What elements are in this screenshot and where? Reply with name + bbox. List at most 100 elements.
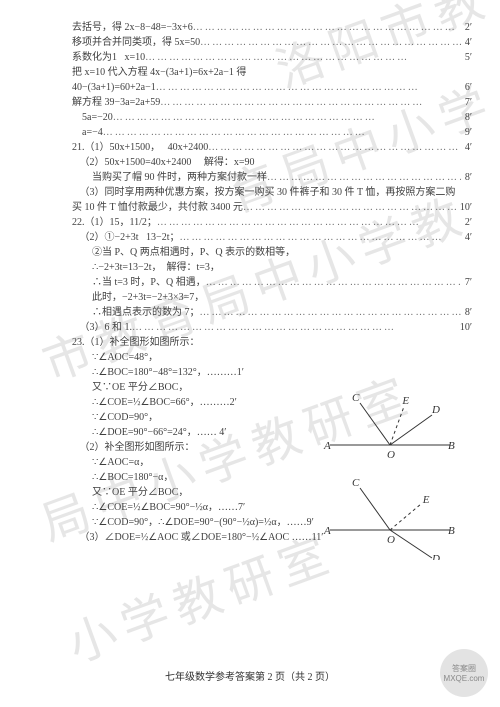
- leader-dots: …………………………………………………………: [113, 110, 461, 125]
- line-text: （2）50x+1500=40x+2400 解得：x=90: [72, 155, 255, 170]
- svg-text:E: E: [401, 395, 409, 407]
- line-text: 22.（1）15，11/2；: [72, 215, 157, 230]
- svg-text:D: D: [431, 553, 440, 560]
- points-mark: 9′: [461, 125, 472, 140]
- solution-line: 当购买了帽 90 件时，两种方案付款一样………………………………………………………: [72, 170, 472, 185]
- line-text: （2）补全图形如图所示：: [72, 440, 195, 455]
- svg-text:A: A: [323, 440, 331, 452]
- line-text: 系数化为1 x=10: [72, 50, 145, 65]
- solution-line: 40−(3a+1)=60+2a−1…………………………………………………………6…: [72, 80, 472, 95]
- solution-line: （3）6 和 1.…………………………………………………………10′: [72, 320, 472, 335]
- points-mark: 6′: [461, 80, 472, 95]
- solution-line: ∴−2+3t=13−2t， 解得：t=3，: [72, 260, 472, 275]
- leader-dots: …………………………………………………………: [208, 140, 461, 155]
- line-text: ∴∠COE=½∠BOC=90°−½α，……7′: [72, 500, 245, 515]
- solution-line: a=−4…………………………………………………………9′: [72, 125, 472, 140]
- solution-line: （3）同时享用两种优惠方案，按方案一购买 30 件裤子和 30 件 T 恤，再按…: [72, 185, 472, 200]
- line-text: 当购买了帽 90 件时，两种方案付款一样: [72, 170, 267, 185]
- angle-figure: A B O C D E: [320, 385, 460, 478]
- solution-line: 去括号，得 2x−8−48=−3x+6…………………………………………………………: [72, 20, 472, 35]
- points-mark: 7′: [461, 95, 472, 110]
- leader-dots: …………………………………………………………: [132, 320, 456, 335]
- svg-text:O: O: [387, 534, 395, 546]
- svg-text:C: C: [352, 392, 360, 404]
- line-text: ∴当 t=3 时，P、Q 相遇，: [72, 275, 206, 290]
- points-mark: 7′: [461, 275, 472, 290]
- line-text: ∴∠DOE=90°−66°=24°，…… 4′: [72, 425, 226, 440]
- line-text: ∵∠AOC=α，: [72, 455, 149, 470]
- line-text: ∵∠COD=90°，∴∠DOE=90°−(90°−½α)=½α，……9′: [72, 515, 314, 530]
- line-text: （3）∠DOE=½∠AOC 或∠DOE=180°−½∠AOC ……11′: [72, 530, 324, 545]
- line-text: （3）同时享用两种优惠方案，按方案一购买 30 件裤子和 30 件 T 恤，再按…: [72, 185, 455, 200]
- solution-line: 买 10 件 T 恤付款最少，共付款 3400 元…………………………………………: [72, 200, 472, 215]
- points-mark: 10′: [456, 320, 472, 335]
- line-text: 40−(3a+1)=60+2a−1: [72, 80, 156, 95]
- line-text: ∴−2+3t=13−2t， 解得：t=3，: [72, 260, 220, 275]
- svg-text:A: A: [323, 525, 331, 537]
- solution-line: （2）①−2+3t 13−2t；…………………………………………………………4′: [72, 230, 472, 245]
- solution-line: 23.（1）补全图形如图所示：: [72, 335, 472, 350]
- line-text: ∵∠AOC=48°，: [72, 350, 158, 365]
- leader-dots: …………………………………………………………: [160, 95, 461, 110]
- line-text: 去括号，得 2x−8−48=−3x+6: [72, 20, 193, 35]
- solution-line: ∴相遇点表示的数为 7；…………………………………………………………8′: [72, 305, 472, 320]
- solution-line: ∴当 t=3 时，P、Q 相遇，…………………………………………………………7′: [72, 275, 472, 290]
- line-text: （3）6 和 1.: [72, 320, 132, 335]
- leader-dots: …………………………………………………………: [267, 170, 461, 185]
- line-text: 买 10 件 T 恤付款最少，共付款 3400 元: [72, 200, 243, 215]
- logo-line1: 答案圈: [452, 663, 476, 674]
- source-logo: 答案圈 MXQE.com: [440, 649, 488, 697]
- solution-line: 此时，−2+3t=−2+3×3=7，: [72, 290, 472, 305]
- solution-line: 系数化为1 x=10…………………………………………………………5′: [72, 50, 472, 65]
- line-text: （2）①−2+3t 13−2t；: [72, 230, 179, 245]
- points-mark: 4′: [461, 35, 472, 50]
- leader-dots: …………………………………………………………: [200, 35, 461, 50]
- line-text: 移项并合并同类项，得 5x=50: [72, 35, 200, 50]
- solution-line: ∵∠AOC=48°，: [72, 350, 472, 365]
- points-mark: 4′: [461, 230, 472, 245]
- solution-line: 21.（1）50x+1500， 40x+2400……………………………………………: [72, 140, 472, 155]
- svg-text:E: E: [422, 494, 430, 506]
- line-text: ∴∠BOC=180°−α，: [72, 470, 173, 485]
- leader-dots: …………………………………………………………: [200, 305, 461, 320]
- svg-text:B: B: [448, 525, 455, 537]
- leader-dots: …………………………………………………………: [179, 230, 460, 245]
- line-text: 把 x=10 代入方程 4x−(3a+1)=6x+2a−1 得: [72, 65, 246, 80]
- points-mark: 2′: [461, 20, 472, 35]
- leader-dots: …………………………………………………………: [156, 80, 461, 95]
- line-text: 解方程 39−3a=2a+59: [72, 95, 160, 110]
- footer-text: 七年级数学参考答案第 2 页（共 2 页）: [165, 672, 335, 683]
- line-text: 5a=−20: [72, 110, 113, 125]
- line-text: ∵∠COD=90°，: [72, 410, 158, 425]
- points-mark: 8′: [461, 110, 472, 125]
- line-text: 23.（1）补全图形如图所示：: [72, 335, 200, 350]
- leader-dots: …………………………………………………………: [193, 20, 461, 35]
- solution-line: 把 x=10 代入方程 4x−(3a+1)=6x+2a−1 得: [72, 65, 472, 80]
- line-text: ∴∠COE=½∠BOC=66°，………2′: [72, 395, 237, 410]
- points-mark: 10′: [456, 200, 472, 215]
- line-text: ∴相遇点表示的数为 7；: [72, 305, 200, 320]
- line-text: ∴∠BOC=180°−48°=132°，………1′: [72, 365, 244, 380]
- solution-line: 移项并合并同类项，得 5x=50…………………………………………………………4′: [72, 35, 472, 50]
- line-text: 又∵OE 平分∠BOC，: [72, 485, 188, 500]
- line-text: 又∵OE 平分∠BOC，: [72, 380, 188, 395]
- solution-line: ∴∠BOC=180°−48°=132°，………1′: [72, 365, 472, 380]
- points-mark: 2′: [461, 215, 472, 230]
- angle-figure: A B O C D E: [320, 470, 460, 563]
- solution-line: 解方程 39−3a=2a+59…………………………………………………………7′: [72, 95, 472, 110]
- solution-line: ②当 P、Q 两点相遇时，P、Q 表示的数相等，: [72, 245, 472, 260]
- leader-dots: …………………………………………………………: [103, 125, 461, 140]
- leader-dots: …………………………………………………………: [157, 215, 461, 230]
- points-mark: 4′: [461, 140, 472, 155]
- points-mark: 8′: [461, 170, 472, 185]
- solution-line: （2）50x+1500=40x+2400 解得：x=90: [72, 155, 472, 170]
- line-text: 21.（1）50x+1500， 40x+2400: [72, 140, 208, 155]
- page-footer: 七年级数学参考答案第 2 页（共 2 页）: [0, 668, 500, 683]
- svg-text:C: C: [352, 477, 360, 489]
- solution-line: 22.（1）15，11/2；…………………………………………………………2′: [72, 215, 472, 230]
- points-mark: 5′: [461, 50, 472, 65]
- leader-dots: …………………………………………………………: [145, 50, 461, 65]
- svg-text:D: D: [431, 404, 440, 416]
- line-text: ②当 P、Q 两点相遇时，P、Q 表示的数相等，: [72, 245, 295, 260]
- svg-text:B: B: [448, 440, 455, 452]
